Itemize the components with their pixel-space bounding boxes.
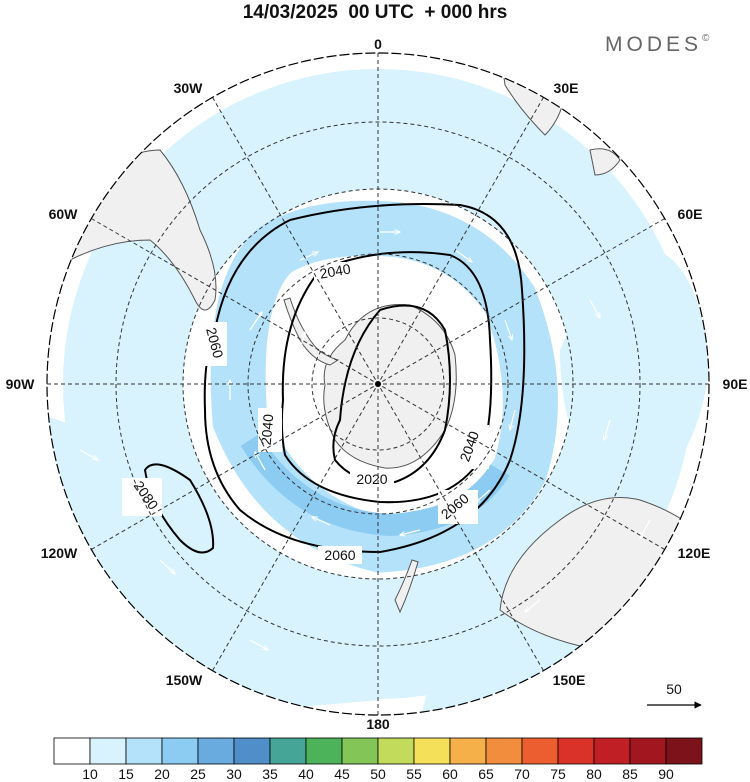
colorbar-swatch [305,737,343,765]
colorbar: 10 15 20 25 30 35 40 45 50 55 60 65 70 75 80 85 90 [53,737,703,782]
colorbar-swatch [269,737,307,765]
contour-label-bg [258,408,282,452]
contour-label-bg [193,322,227,366]
wind-vector [454,249,472,262]
map-title: 14/03/2025 00 UTC + 000 hrs [242,2,508,23]
new-zealand [394,559,419,614]
madagascar [589,148,621,176]
wind-vector [312,517,331,526]
colorbar-swatch [377,737,415,765]
colorbar-swatch [665,737,703,765]
contour-2020 [332,304,451,484]
lon-label-120e: 120E [678,545,711,561]
colorbar-tick-label: 60 [442,766,458,782]
colorbar-swatch [629,737,667,765]
colorbar-tick-label: 90 [658,766,674,782]
colorbar-swatch [557,737,595,765]
colorbar-swatch [53,737,91,765]
lon-label-180: 180 [366,716,390,730]
colorbar-swatch [125,737,163,765]
wind-vector [249,312,262,331]
lon-label-90e: 90E [723,376,748,392]
lon-label-60e: 60E [678,206,703,222]
contour-label-bg [350,470,394,488]
wind-vector [299,252,318,261]
colorbar-swatch [485,737,523,765]
wind-reference-label: 50 [666,681,682,697]
colorbar-tick-label: 50 [370,766,386,782]
contour-2080 [143,463,215,554]
copyright-mark: © [702,33,710,44]
contour-label-bg [122,478,162,516]
lon-label-0: 0 [374,36,382,52]
colorbar-swatch [341,737,379,765]
colorbar-swatch [161,737,199,765]
contour-label-2060: 2060 [203,326,227,360]
latitude-circle [247,253,509,515]
colorbar-tick-label: 20 [154,766,170,782]
colorbar-tick-label: 45 [334,766,350,782]
lon-label-120w: 120W [41,545,78,561]
wind-vector [510,409,516,430]
contour-2060 [203,203,526,554]
wind-core [210,200,558,573]
contour-label-2040: 2040 [318,260,352,281]
colorbar-boxes [53,737,703,765]
lon-label-150w: 150W [166,672,203,688]
wind-vector [255,452,266,471]
colorbar-tick-label: 85 [622,766,638,782]
contour-label-bg [314,262,358,280]
wind-vector [299,332,305,351]
wind-vector [589,299,600,318]
polar-map: 2040 2060 2040 2020 2040 2060 2060 2080 … [6,36,748,730]
modes-logo: MODES© [605,33,709,57]
lon-label-150e: 150E [553,672,586,688]
wind-tongue-west [47,410,380,715]
colorbar-ticks: 10 15 20 25 30 35 40 45 50 55 60 65 70 75 80 85 90 [82,766,674,782]
wind-vector [400,529,421,535]
colorbar-swatch [449,737,487,765]
colorbar-swatch [593,737,631,765]
colorbar-tick-label: 15 [118,766,134,782]
colorbar-swatch [413,737,451,765]
antarctic-peninsula [283,297,340,366]
contour-label-2040: 2040 [258,413,277,446]
colorbar-tick-label: 75 [550,766,566,782]
contour-label-bg [318,546,362,564]
latitude-circle [311,317,445,451]
colorbar-tick-label: 55 [406,766,422,782]
colorbar-swatch [197,737,235,765]
lon-label-60w: 60W [49,206,79,222]
contour-label-2060: 2060 [324,547,355,563]
wind-vector [504,319,512,340]
colorbar-tick-label: 65 [478,766,494,782]
brand-name: MODES [605,33,703,56]
colorbar-tick-label: 25 [190,766,206,782]
map-boundary [46,52,710,716]
lon-label-30e: 30E [554,80,579,96]
pole-marker [375,381,381,387]
colorbar-swatch [233,737,271,765]
lon-label-30w: 30W [174,80,204,96]
wind-vector [604,419,611,440]
wind-vector [249,639,268,650]
latitude-circle [115,121,641,647]
colorbar-tick-label: 40 [298,766,314,782]
colorbar-swatch [521,737,559,765]
colorbar-tick-label: 30 [226,766,242,782]
contour-label-2020: 2020 [356,471,387,487]
colorbar-tick-label: 10 [82,766,98,782]
colorbar-tick-label: 35 [262,766,278,782]
colorbar-tick-label: 80 [586,766,602,782]
wind-vector [79,449,98,460]
colorbar-tick-label: 70 [514,766,530,782]
wind-vector [159,559,175,574]
lon-label-90w: 90W [6,376,36,392]
wind-vector [525,599,541,612]
contour-label-bg [455,425,489,469]
colorbar-swatch [89,737,127,765]
wind-vector [640,519,651,538]
